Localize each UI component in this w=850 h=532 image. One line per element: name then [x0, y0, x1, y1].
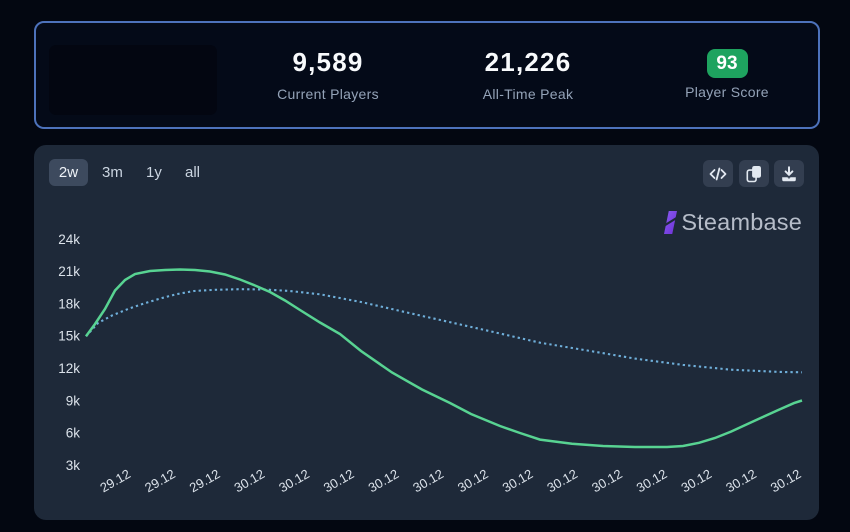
svg-text:30.12: 30.12 [455, 466, 491, 495]
svg-text:29.12: 29.12 [142, 466, 178, 495]
svg-text:30.12: 30.12 [232, 466, 268, 495]
svg-text:29.12: 29.12 [187, 466, 223, 495]
svg-text:30.12: 30.12 [544, 466, 580, 495]
svg-text:30.12: 30.12 [768, 466, 804, 495]
svg-text:12k: 12k [58, 361, 80, 376]
svg-text:3k: 3k [66, 458, 81, 473]
svg-text:15k: 15k [58, 329, 80, 344]
svg-text:6k: 6k [66, 426, 81, 441]
svg-text:30.12: 30.12 [634, 466, 670, 495]
svg-text:24k: 24k [58, 232, 80, 247]
svg-text:21k: 21k [58, 264, 80, 279]
svg-text:30.12: 30.12 [589, 466, 625, 495]
svg-text:30.12: 30.12 [679, 466, 715, 495]
svg-text:30.12: 30.12 [366, 466, 402, 495]
svg-text:30.12: 30.12 [321, 466, 357, 495]
svg-text:30.12: 30.12 [410, 466, 446, 495]
svg-text:30.12: 30.12 [500, 466, 536, 495]
svg-text:30.12: 30.12 [723, 466, 759, 495]
svg-text:9k: 9k [66, 393, 81, 408]
svg-text:30.12: 30.12 [276, 466, 312, 495]
svg-text:29.12: 29.12 [97, 466, 133, 495]
svg-text:18k: 18k [58, 296, 80, 311]
